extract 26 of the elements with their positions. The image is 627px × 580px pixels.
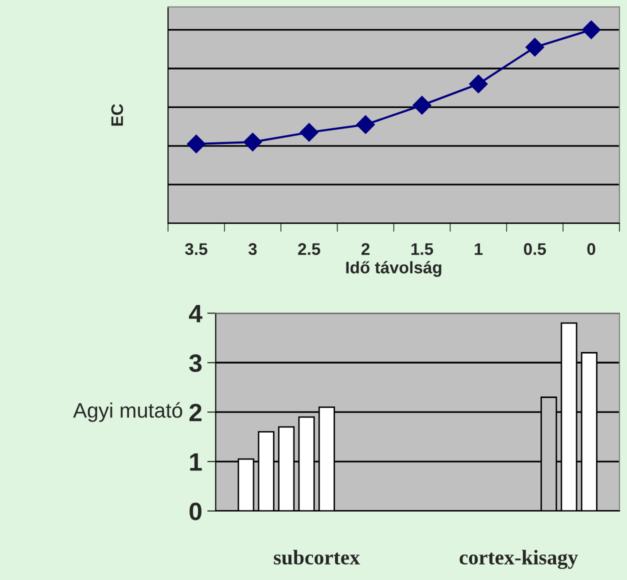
y-axis-title: EC bbox=[111, 104, 124, 126]
y-tick-label: 0 bbox=[190, 502, 202, 520]
y-axis-title: Agyi mutató bbox=[73, 402, 182, 422]
x-tick-label: 2 bbox=[361, 243, 370, 255]
x-tick-label: 2.5 bbox=[298, 243, 320, 255]
x-tick-label: 3.5 bbox=[185, 243, 208, 256]
point bbox=[300, 122, 318, 142]
y-tick-label: 4 bbox=[188, 305, 202, 322]
y-tick-label: 2 bbox=[189, 404, 202, 422]
point bbox=[412, 96, 432, 115]
point bbox=[525, 38, 544, 57]
x-tick-label: 0 bbox=[587, 243, 596, 255]
x-tick-label: subcortex bbox=[274, 550, 360, 565]
point bbox=[469, 74, 488, 94]
point bbox=[243, 132, 262, 152]
y-tick-label: 3 bbox=[189, 354, 202, 372]
x-tick-label: cortex-kisagy bbox=[460, 550, 578, 569]
point bbox=[356, 115, 375, 134]
x-tick-label: 1.5 bbox=[411, 243, 434, 255]
x-tick-label: 0.5 bbox=[524, 243, 546, 255]
point bbox=[186, 134, 206, 154]
point bbox=[582, 20, 601, 40]
x-tick-label: 1 bbox=[474, 243, 483, 255]
x-tick-label: 3 bbox=[248, 243, 257, 256]
x-axis-title: Idő távolság bbox=[346, 261, 442, 277]
y-tick-label: 1 bbox=[190, 453, 202, 471]
